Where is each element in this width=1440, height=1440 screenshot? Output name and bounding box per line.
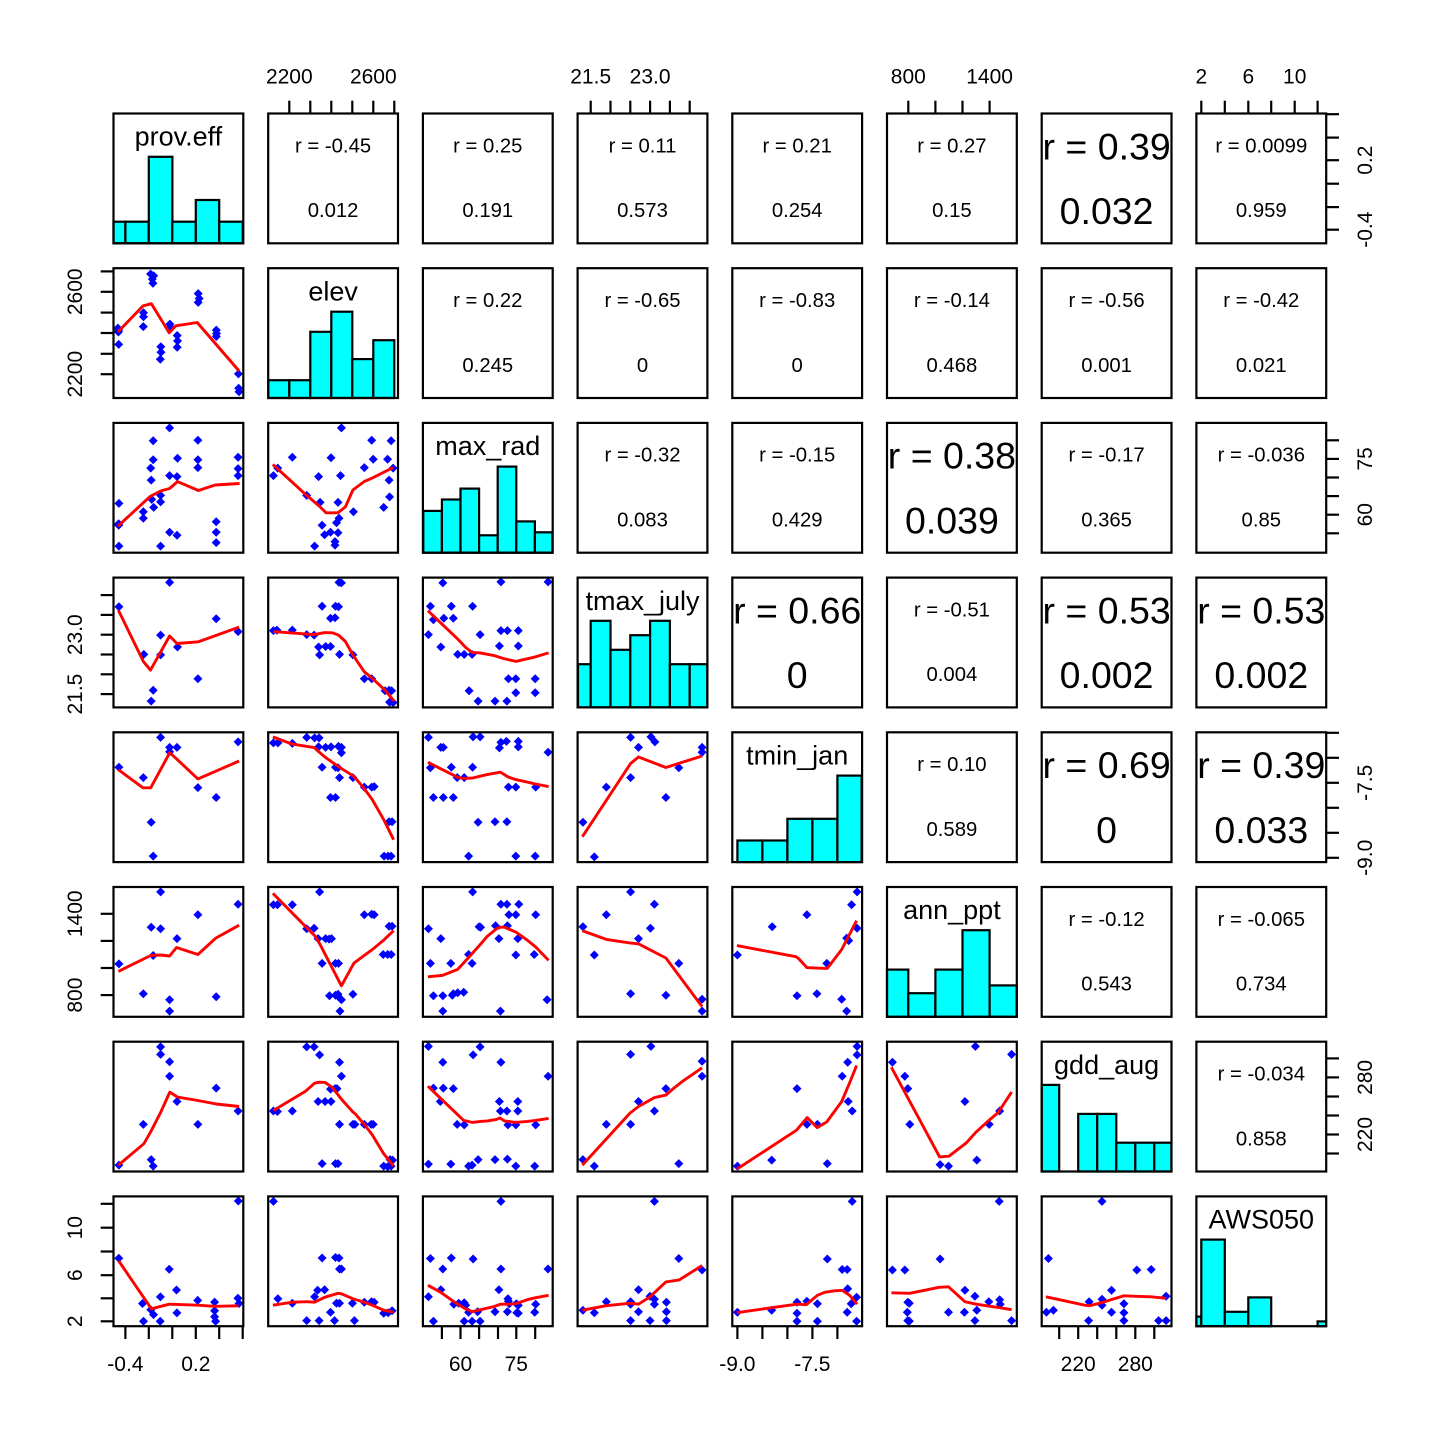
svg-text:0.2: 0.2: [181, 1353, 210, 1376]
svg-text:2200: 2200: [64, 351, 87, 398]
svg-text:0.001: 0.001: [1081, 355, 1132, 377]
svg-text:r = -0.17: r = -0.17: [1069, 445, 1145, 467]
svg-text:1400: 1400: [64, 890, 87, 937]
svg-text:0.85: 0.85: [1242, 510, 1281, 532]
svg-text:2: 2: [64, 1315, 87, 1327]
svg-text:-0.4: -0.4: [1354, 211, 1377, 248]
svg-text:r = -0.034: r = -0.034: [1218, 1064, 1305, 1086]
svg-text:23.0: 23.0: [64, 614, 87, 655]
svg-text:0.254: 0.254: [772, 200, 823, 222]
svg-text:10: 10: [1283, 65, 1306, 88]
svg-text:tmax_july: tmax_july: [585, 586, 700, 616]
svg-text:220: 220: [1061, 1353, 1096, 1376]
svg-text:0.083: 0.083: [617, 510, 668, 532]
svg-text:0.543: 0.543: [1081, 974, 1132, 996]
svg-text:AWS050: AWS050: [1209, 1205, 1315, 1235]
svg-text:0.429: 0.429: [772, 510, 823, 532]
svg-text:800: 800: [64, 978, 87, 1013]
svg-text:r = -0.065: r = -0.065: [1218, 909, 1305, 931]
svg-text:0.959: 0.959: [1236, 200, 1287, 222]
svg-text:0.573: 0.573: [617, 200, 668, 222]
svg-text:2: 2: [1195, 65, 1207, 88]
svg-text:r = 0.38: r = 0.38: [888, 435, 1016, 477]
svg-text:6: 6: [1242, 65, 1254, 88]
svg-text:r = 0.10: r = 0.10: [917, 754, 986, 776]
svg-text:280: 280: [1354, 1060, 1377, 1095]
svg-text:r = -0.15: r = -0.15: [759, 445, 835, 467]
svg-text:r = -0.51: r = -0.51: [914, 599, 990, 621]
svg-text:0.734: 0.734: [1236, 974, 1287, 996]
svg-text:0.858: 0.858: [1236, 1128, 1287, 1150]
svg-text:prov.eff: prov.eff: [135, 122, 223, 152]
svg-text:280: 280: [1118, 1353, 1153, 1376]
svg-text:r = -0.42: r = -0.42: [1223, 290, 1299, 312]
svg-text:0.15: 0.15: [932, 200, 971, 222]
svg-text:gdd_aug: gdd_aug: [1054, 1050, 1159, 1080]
svg-text:0.002: 0.002: [1060, 654, 1154, 696]
svg-text:r = -0.12: r = -0.12: [1069, 909, 1145, 931]
svg-text:-9.0: -9.0: [719, 1353, 755, 1376]
svg-text:800: 800: [891, 65, 926, 88]
svg-text:0.002: 0.002: [1214, 654, 1308, 696]
svg-text:0.468: 0.468: [927, 355, 978, 377]
svg-text:60: 60: [1354, 503, 1377, 526]
svg-text:r = -0.32: r = -0.32: [604, 445, 680, 467]
svg-text:-7.5: -7.5: [1354, 765, 1377, 801]
svg-text:-9.0: -9.0: [1354, 840, 1377, 876]
svg-text:r = -0.83: r = -0.83: [759, 290, 835, 312]
svg-text:0.012: 0.012: [308, 200, 359, 222]
svg-text:r = 0.22: r = 0.22: [453, 290, 522, 312]
svg-text:21.5: 21.5: [570, 65, 611, 88]
svg-text:0.033: 0.033: [1214, 809, 1308, 851]
svg-text:0: 0: [637, 355, 648, 377]
svg-text:r = 0.21: r = 0.21: [763, 135, 832, 157]
svg-text:0.004: 0.004: [927, 664, 978, 686]
svg-text:2600: 2600: [350, 65, 397, 88]
svg-text:6: 6: [64, 1269, 87, 1281]
svg-text:-7.5: -7.5: [794, 1353, 830, 1376]
svg-text:2200: 2200: [266, 65, 313, 88]
svg-text:1400: 1400: [966, 65, 1013, 88]
svg-text:r = -0.036: r = -0.036: [1218, 445, 1305, 467]
svg-text:ann_ppt: ann_ppt: [903, 895, 1001, 925]
svg-text:0.365: 0.365: [1081, 510, 1132, 532]
svg-text:60: 60: [449, 1353, 472, 1376]
svg-text:75: 75: [505, 1353, 528, 1376]
svg-text:r = 0.25: r = 0.25: [453, 135, 522, 157]
svg-text:21.5: 21.5: [64, 674, 87, 715]
svg-text:r = -0.65: r = -0.65: [604, 290, 680, 312]
svg-text:r = 0.66: r = 0.66: [733, 589, 861, 631]
svg-text:2600: 2600: [64, 268, 87, 315]
svg-text:r = 0.39: r = 0.39: [1042, 125, 1170, 167]
svg-text:0: 0: [792, 355, 803, 377]
svg-text:r = 0.11: r = 0.11: [609, 135, 677, 157]
svg-text:elev: elev: [308, 276, 358, 306]
svg-text:0: 0: [787, 654, 808, 696]
svg-text:0.2: 0.2: [1354, 146, 1377, 175]
svg-text:23.0: 23.0: [630, 65, 671, 88]
svg-text:r = 0.27: r = 0.27: [917, 135, 986, 157]
svg-text:-0.4: -0.4: [107, 1353, 144, 1376]
svg-text:r = -0.45: r = -0.45: [295, 135, 371, 157]
svg-text:r = 0.69: r = 0.69: [1042, 744, 1170, 786]
svg-text:220: 220: [1354, 1117, 1377, 1152]
svg-text:0.039: 0.039: [905, 500, 999, 542]
svg-text:0.245: 0.245: [462, 355, 513, 377]
svg-text:0.589: 0.589: [927, 819, 978, 841]
svg-text:tmin_jan: tmin_jan: [746, 741, 848, 771]
svg-text:10: 10: [64, 1216, 87, 1239]
svg-text:0.191: 0.191: [462, 200, 513, 222]
svg-text:r = 0.53: r = 0.53: [1197, 589, 1325, 631]
svg-text:r = 0.39: r = 0.39: [1197, 744, 1325, 786]
svg-text:0.021: 0.021: [1236, 355, 1287, 377]
svg-text:r = -0.56: r = -0.56: [1069, 290, 1145, 312]
svg-text:0: 0: [1096, 809, 1117, 851]
svg-text:r = 0.0099: r = 0.0099: [1215, 135, 1307, 157]
svg-text:75: 75: [1354, 447, 1377, 470]
svg-text:max_rad: max_rad: [435, 431, 540, 461]
svg-text:0.032: 0.032: [1060, 190, 1154, 232]
svg-text:r = -0.14: r = -0.14: [914, 290, 990, 312]
svg-text:r = 0.53: r = 0.53: [1042, 589, 1170, 631]
